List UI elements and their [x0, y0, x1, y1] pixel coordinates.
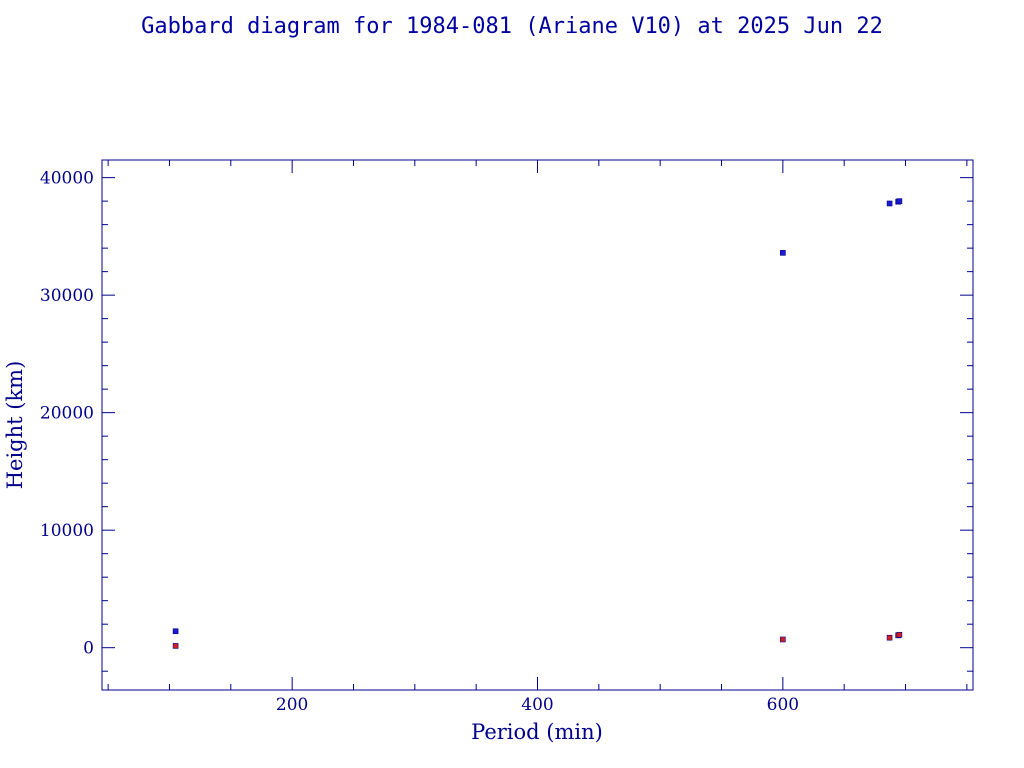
x-tick-label: 600 [767, 695, 799, 715]
y-tick-label: 40000 [40, 169, 94, 189]
apogee-point [886, 200, 893, 207]
perigee-point [896, 631, 903, 638]
perigee-point [886, 634, 893, 641]
chart-title: Gabbard diagram for 1984-081 (Ariane V10… [141, 14, 883, 39]
y-tick-label: 20000 [40, 404, 94, 424]
perigee-point [780, 636, 786, 643]
y-tick-label: 0 [83, 639, 94, 659]
plot-frame [101, 159, 974, 691]
tick-labels: 200 400 600 0 10000 20000 30000 40000 [40, 169, 799, 715]
y-tick-label: 30000 [40, 286, 94, 306]
x-tick-label: 400 [521, 695, 553, 715]
y-axis-label: Height (km) [3, 361, 27, 490]
x-tick-label: 200 [276, 695, 308, 715]
y-tick-label: 10000 [40, 521, 94, 541]
perigee-point [172, 643, 179, 649]
data-points [172, 198, 903, 649]
axis-ticks [102, 160, 973, 690]
apogee-point [780, 250, 786, 256]
x-axis-label: Period (min) [471, 720, 603, 744]
apogee-point [896, 198, 903, 204]
apogee-point [172, 628, 179, 635]
